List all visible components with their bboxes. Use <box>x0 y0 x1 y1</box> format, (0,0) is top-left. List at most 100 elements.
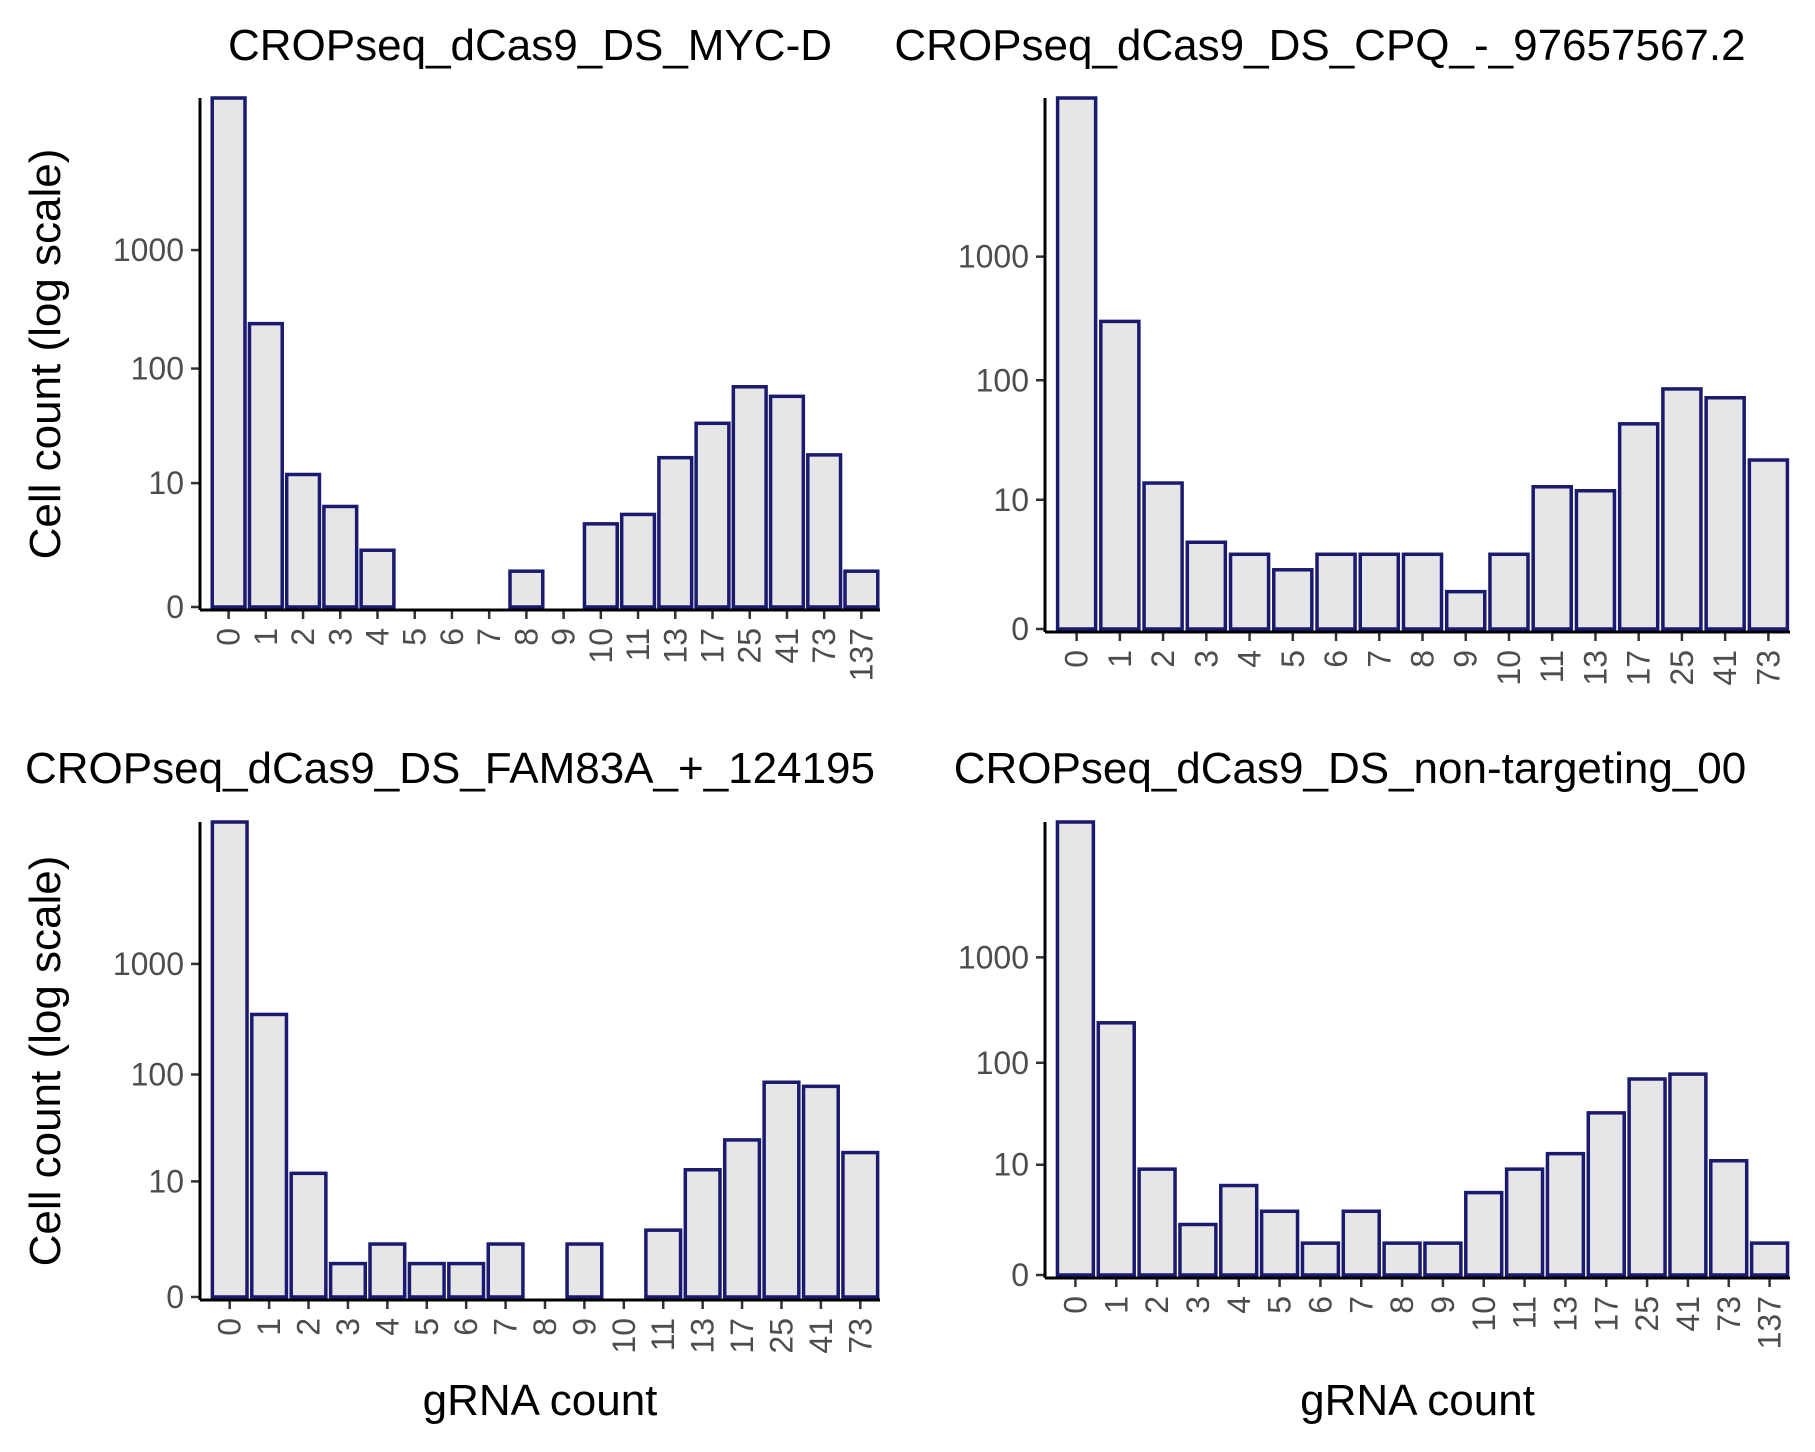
y-tick-label: 1000 <box>958 939 1029 975</box>
x-tick-label: 5 <box>1262 1296 1298 1314</box>
bar-6 <box>1300 1241 1341 1277</box>
x-tick-label: 9 <box>1448 650 1484 668</box>
x-tick-label: 137 <box>843 628 879 681</box>
x-tick-label: 10 <box>583 628 619 664</box>
bar-0 <box>210 96 247 609</box>
bar-73 <box>1747 458 1790 631</box>
y-tick-label: 100 <box>131 1056 184 1092</box>
bar-3 <box>1185 540 1228 631</box>
x-tick-label: 41 <box>803 1318 839 1354</box>
bar-3 <box>1178 1222 1218 1277</box>
bar-25 <box>762 1080 801 1299</box>
bar-1 <box>1096 1021 1136 1277</box>
x-tick-label: 41 <box>769 628 805 664</box>
x-tick-label: 73 <box>1711 1296 1747 1332</box>
x-tick-label: 17 <box>724 1318 760 1354</box>
x-tick-label: 5 <box>1275 650 1311 668</box>
x-tick-label: 1 <box>251 1318 287 1336</box>
bar-4 <box>1228 552 1271 631</box>
x-tick-label: 0 <box>211 628 247 646</box>
bar-11 <box>1504 1167 1545 1277</box>
x-tick-label: 25 <box>732 628 768 664</box>
bar-41 <box>768 394 806 609</box>
x-tick-label: 41 <box>1707 650 1743 686</box>
y-tick-label: 10 <box>993 482 1029 518</box>
x-tick-label: 13 <box>1577 650 1613 686</box>
x-tick-label: 13 <box>657 628 693 664</box>
bar-25 <box>1661 387 1703 631</box>
bar-4 <box>359 548 396 609</box>
x-tick-label: 4 <box>369 1318 405 1336</box>
y-tick-label: 10 <box>993 1147 1029 1183</box>
x-tick-label: 1 <box>248 628 284 646</box>
panel-4: CROPseq_dCas9_DS_non-targeting_000 1 2 3 4 5 6… <box>954 744 1790 1425</box>
y-tick-label: 0 <box>166 1279 184 1315</box>
x-tick-label: 25 <box>1664 650 1700 686</box>
bar-5 <box>407 1261 446 1299</box>
bar-73 <box>806 453 843 609</box>
x-tick-label: 7 <box>488 1318 524 1336</box>
y-axis-title: Cell count (log scale) <box>21 856 70 1267</box>
y-tick-label: 1000 <box>113 946 184 982</box>
bar-9 <box>1444 589 1487 631</box>
x-tick-label: 7 <box>1343 1296 1379 1314</box>
bar-2 <box>1142 481 1184 631</box>
x-tick-label: 11 <box>620 628 656 661</box>
panel-1: CROPseq_dCas9_DS_MYC-D0 1 2 3 4 5 6 7 8 9 10 11 13 17… <box>21 21 880 681</box>
bar-137 <box>1749 1241 1790 1277</box>
x-tick-label: 11 <box>645 1318 681 1351</box>
bar-11 <box>1531 485 1573 631</box>
x-tick-label: 1 <box>1102 650 1138 668</box>
x-tick-label: 17 <box>1621 650 1657 686</box>
x-tick-label: 3 <box>1188 650 1224 668</box>
bar-2 <box>289 1171 328 1299</box>
bar-7 <box>486 1242 525 1299</box>
x-tick-label: 25 <box>763 1318 799 1354</box>
bar-10 <box>1464 1190 1504 1277</box>
x-tick-label: 8 <box>508 628 544 646</box>
x-tick-label: 10 <box>1466 1296 1502 1332</box>
x-tick-label: 2 <box>285 628 321 646</box>
y-tick-label: 0 <box>1011 611 1029 647</box>
bar-9 <box>565 1242 604 1299</box>
panel-title: CROPseq_dCas9_DS_non-targeting_00 <box>954 744 1747 793</box>
bar-1 <box>247 321 284 609</box>
bar-11 <box>619 512 657 609</box>
bar-2 <box>284 472 322 609</box>
x-tick-label: 6 <box>1302 1296 1338 1314</box>
bar-17 <box>722 1138 762 1299</box>
x-tick-label: 5 <box>397 628 433 646</box>
bar-73 <box>1709 1159 1749 1277</box>
x-tick-label: 11 <box>1534 650 1570 683</box>
bar-10 <box>582 522 619 609</box>
x-tick-label: 13 <box>1547 1296 1583 1332</box>
x-axis-title: gRNA count <box>423 1376 658 1425</box>
bar-41 <box>1668 1072 1708 1277</box>
y-tick-label: 0 <box>1011 1257 1029 1293</box>
bar-4 <box>1219 1183 1259 1277</box>
bar-7 <box>1358 552 1401 631</box>
bar-1 <box>250 1012 289 1299</box>
x-tick-label: 3 <box>322 628 358 646</box>
x-tick-label: 7 <box>1361 650 1397 668</box>
bar-13 <box>683 1168 722 1299</box>
x-tick-label: 9 <box>1425 1296 1461 1314</box>
panel-title: CROPseq_dCas9_DS_FAM83A_+_124195 <box>25 744 875 793</box>
x-tick-label: 2 <box>1139 1296 1175 1314</box>
y-tick-label: 1000 <box>958 239 1029 275</box>
y-tick-label: 0 <box>166 589 184 625</box>
x-tick-label: 17 <box>1588 1296 1624 1332</box>
bar-41 <box>1704 396 1746 631</box>
bar-3 <box>322 504 359 609</box>
x-tick-label: 4 <box>1232 650 1268 668</box>
panel-title: CROPseq_dCas9_DS_CPQ_-_97657567.2 <box>894 21 1745 70</box>
bar-5 <box>1272 568 1314 631</box>
bar-2 <box>1137 1167 1177 1277</box>
x-tick-label: 0 <box>212 1318 248 1336</box>
x-tick-label: 2 <box>291 1318 327 1336</box>
x-tick-label: 25 <box>1629 1296 1665 1332</box>
bar-9 <box>1423 1241 1463 1277</box>
x-tick-label: 8 <box>1405 650 1441 668</box>
y-tick-label: 100 <box>976 1045 1029 1081</box>
